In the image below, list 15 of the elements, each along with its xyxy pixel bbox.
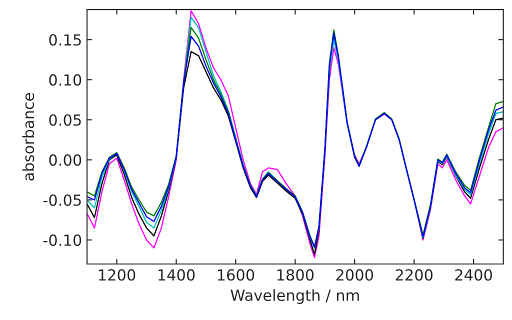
x-tick-label: 2000 [336, 269, 374, 281]
x-tick-label: 1800 [277, 269, 314, 281]
y-tick-label: 0.15 [49, 34, 81, 46]
x-tick-label: 2400 [455, 269, 492, 281]
y-axis-title: absorbance [22, 93, 34, 180]
x-tick-label: 1600 [218, 269, 254, 281]
y-tick-label: -0.05 [43, 194, 81, 206]
y-tick-label: 0.10 [49, 74, 82, 86]
y-tick-label: 0.05 [49, 114, 81, 126]
x-tick-label: 2200 [396, 269, 433, 281]
x-tick-label: 1400 [158, 269, 195, 281]
x-tick-label: 1200 [99, 269, 136, 281]
y-tick-label: -0.10 [43, 234, 82, 246]
x-axis-title: Wavelength / nm [230, 289, 359, 304]
y-tick-label: 0.00 [49, 154, 82, 166]
